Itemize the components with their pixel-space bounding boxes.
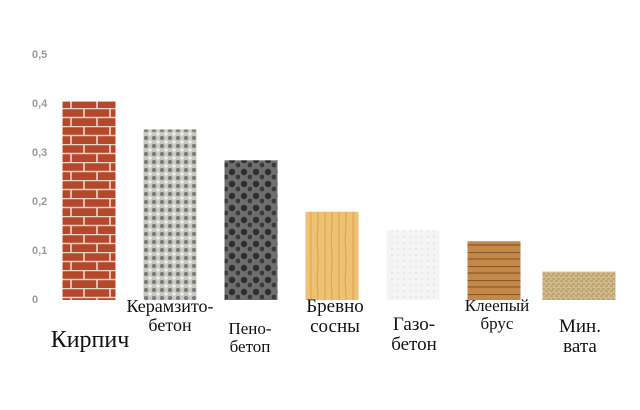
y-tick-label: 0,1	[32, 245, 47, 257]
category-label: Бревно сосны	[306, 296, 364, 337]
bar	[386, 230, 440, 300]
bar	[305, 211, 359, 300]
category-label: Керамзито- бетон	[126, 296, 214, 335]
y-tick-label: 0	[32, 294, 38, 306]
y-tick-label: 0,4	[32, 98, 48, 110]
bar	[62, 101, 116, 300]
category-label: Клеепый брус	[464, 296, 530, 333]
category-label: Газо- бетон	[391, 314, 437, 355]
bar	[143, 129, 197, 300]
category-label: Мин. вата	[559, 316, 601, 357]
bar	[224, 160, 278, 300]
category-label: Пено- бетоп	[228, 319, 272, 356]
y-tick-label: 0,2	[32, 196, 47, 208]
category-label: Кирпич	[50, 327, 130, 353]
y-tick-label: 0,3	[32, 147, 47, 159]
bar	[542, 271, 616, 300]
bar	[467, 241, 521, 300]
y-tick-label: 0,5	[32, 49, 47, 61]
